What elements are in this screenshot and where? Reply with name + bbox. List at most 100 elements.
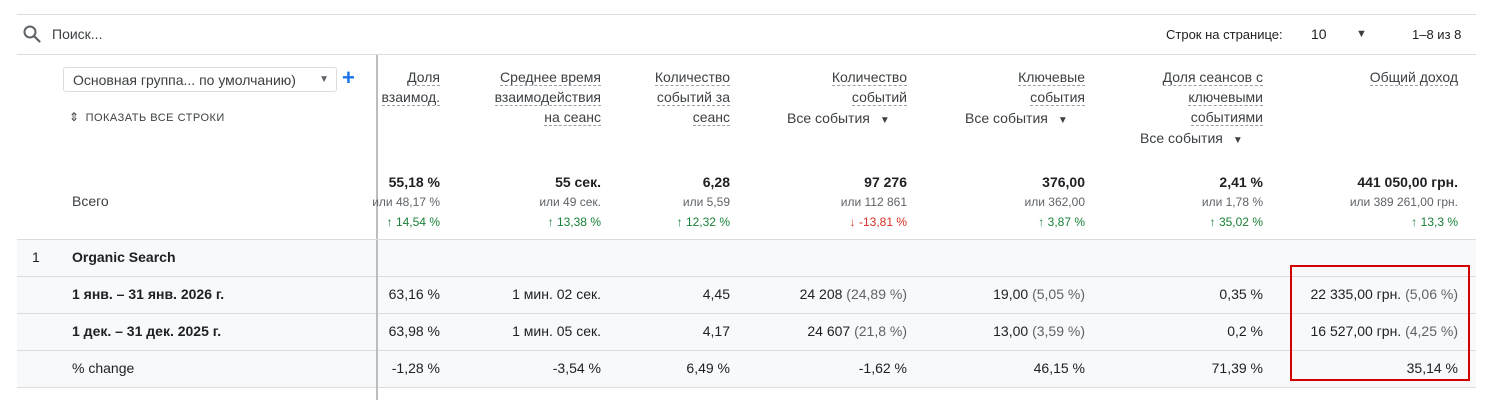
total-delta-value: 12,32 % — [685, 215, 730, 229]
total-value: 441 050,00 грн. — [1357, 174, 1458, 190]
cell-value: 13,00 — [993, 323, 1033, 339]
total-cell: 2,41 % или 1,78 % ↑ 35,02 % — [1202, 172, 1263, 232]
chevron-down-icon: ▼ — [879, 115, 890, 126]
total-delta: ↑ 14,54 % — [372, 212, 440, 232]
total-delta: ↑ 12,32 % — [677, 212, 730, 232]
cell-share: (21,8 %) — [854, 323, 907, 339]
chevron-down-icon: ▼ — [1232, 135, 1243, 146]
row-divider — [17, 276, 1476, 277]
arrow-up-icon: ↑ — [676, 215, 686, 229]
cell-share: (4,25 %) — [1405, 323, 1458, 339]
total-delta: ↓ -13,81 % — [841, 212, 907, 232]
header-line: взаимодействия — [494, 89, 601, 106]
highlight-annotation — [1290, 265, 1470, 381]
cell-value: 19,00 — [993, 286, 1033, 302]
total-value: 376,00 — [1042, 174, 1085, 190]
header-line: события — [1030, 89, 1085, 106]
col-header-event-count[interactable]: Количество событий — [831, 67, 907, 107]
add-dimension-button[interactable]: + — [342, 65, 355, 90]
cell-share: (24,89 %) — [846, 286, 907, 302]
event-filter-select[interactable]: Все события ▼ — [787, 110, 890, 126]
total-delta-value: 13,3 % — [1420, 215, 1458, 229]
total-cell: 6,28 или 5,59 ↑ 12,32 % — [677, 172, 730, 232]
col-header-engagement-rate[interactable]: Доля взаимод. — [381, 67, 440, 107]
row-divider — [17, 350, 1476, 351]
table-row[interactable] — [17, 277, 1476, 313]
cell: 16 527,00 грн. (4,25 %) — [1311, 323, 1459, 339]
arrow-up-icon: ↑ — [547, 215, 557, 229]
unfold-icon: ⇕ — [69, 110, 80, 124]
cell: 63,16 % — [389, 286, 440, 302]
cell-value: 63,98 % — [388, 323, 440, 339]
pagination-info: 1–8 из 8 — [1412, 27, 1462, 42]
col-header-session-key-event-rate[interactable]: Доля сеансов с ключевыми событиями — [1162, 67, 1263, 127]
cell-share: (5,05 %) — [1032, 286, 1085, 302]
row-divider — [17, 387, 1476, 388]
arrow-up-icon: ↑ — [1038, 215, 1048, 229]
cell: 46,15 % — [1034, 360, 1085, 376]
table-row[interactable] — [17, 314, 1476, 350]
header-line: Количество — [831, 69, 907, 86]
event-filter-select[interactable]: Все события ▼ — [965, 110, 1068, 126]
cell-value: 46,15 % — [1033, 360, 1085, 376]
dimension-select[interactable]: Основная группа... по умолчанию) ▼ — [63, 67, 337, 92]
total-value: 55 сек. — [555, 174, 601, 190]
total-previous: или 112 861 — [840, 195, 907, 209]
header-line: на сеанс — [544, 109, 601, 126]
total-delta-value: -13,81 % — [858, 215, 907, 229]
total-delta: ↑ 13,38 % — [539, 212, 601, 232]
cell-value: 0,35 % — [1219, 286, 1263, 302]
toolbar-divider — [17, 54, 1476, 55]
total-previous: или 49 сек. — [539, 195, 601, 209]
header-line: событий за — [656, 89, 730, 106]
total-cell: 97 276 или 112 861 ↓ -13,81 % — [841, 172, 907, 232]
cell-value: 35,14 % — [1406, 360, 1458, 376]
row-label[interactable]: Organic Search — [72, 249, 176, 265]
cell: 24 607 (21,8 %) — [807, 323, 907, 339]
chevron-down-icon[interactable]: ▼ — [1356, 28, 1367, 40]
header-line: событий — [851, 89, 907, 106]
total-delta-value: 35,02 % — [1218, 215, 1263, 229]
cell-value: 24 208 — [799, 286, 847, 302]
col-header-key-events[interactable]: Ключевые события — [1018, 67, 1085, 107]
table-row[interactable] — [17, 240, 1476, 276]
cell-value: 24 607 — [807, 323, 855, 339]
cell: 0,35 % — [1219, 286, 1263, 302]
show-all-rows-label: ПОКАЗАТЬ ВСЕ СТРОКИ — [85, 112, 225, 124]
total-delta-value: 13,38 % — [556, 215, 601, 229]
total-previous: или 1,78 % — [1201, 195, 1263, 209]
cell-share: (5,06 %) — [1405, 286, 1458, 302]
header-line: Ключевые — [1018, 69, 1085, 86]
dimension-select-label: Основная группа... по умолчанию) — [73, 72, 296, 88]
cell: 1 мин. 05 сек. — [512, 323, 601, 339]
total-previous: или 389 261,00 грн. — [1349, 195, 1458, 209]
total-delta: ↑ 13,3 % — [1350, 212, 1458, 232]
event-filter-label: Все события — [965, 110, 1048, 126]
cell: 0,2 % — [1227, 323, 1263, 339]
cell: 22 335,00 грн. (5,06 %) — [1311, 286, 1459, 302]
table-row[interactable] — [17, 351, 1476, 387]
event-filter-select[interactable]: Все события ▼ — [1140, 130, 1243, 146]
cell-value: -1,28 % — [391, 360, 440, 376]
cell: 13,00 (3,59 %) — [993, 323, 1085, 339]
header-line: Среднее время — [500, 69, 601, 86]
cell-value: 0,2 % — [1227, 323, 1263, 339]
search-icon[interactable] — [22, 24, 42, 44]
arrow-up-icon: ↑ — [1411, 215, 1421, 229]
show-all-rows-button[interactable]: ⇕ ПОКАЗАТЬ ВСЕ СТРОКИ — [69, 110, 225, 124]
event-filter-label: Все события — [1140, 130, 1223, 146]
header-line: событиями — [1190, 109, 1263, 126]
row-number: 1 — [32, 249, 40, 265]
cell: 63,98 % — [389, 323, 440, 339]
cell-value: -3,54 % — [552, 360, 601, 376]
col-header-total-revenue[interactable]: Общий доход — [1369, 67, 1458, 87]
total-delta: ↑ 3,87 % — [1025, 212, 1085, 232]
rows-per-page-select[interactable]: 10 — [1311, 26, 1327, 42]
column-divider — [376, 55, 378, 400]
search-input[interactable]: Поиск... — [52, 26, 103, 42]
cell: 4,17 — [703, 323, 730, 339]
cell-share: (3,59 %) — [1032, 323, 1085, 339]
col-header-avg-engagement-time[interactable]: Среднее время взаимодействия на сеанс — [494, 67, 601, 127]
cell: 35,14 % — [1407, 360, 1458, 376]
col-header-events-per-session[interactable]: Количество событий за сеанс — [654, 67, 730, 127]
